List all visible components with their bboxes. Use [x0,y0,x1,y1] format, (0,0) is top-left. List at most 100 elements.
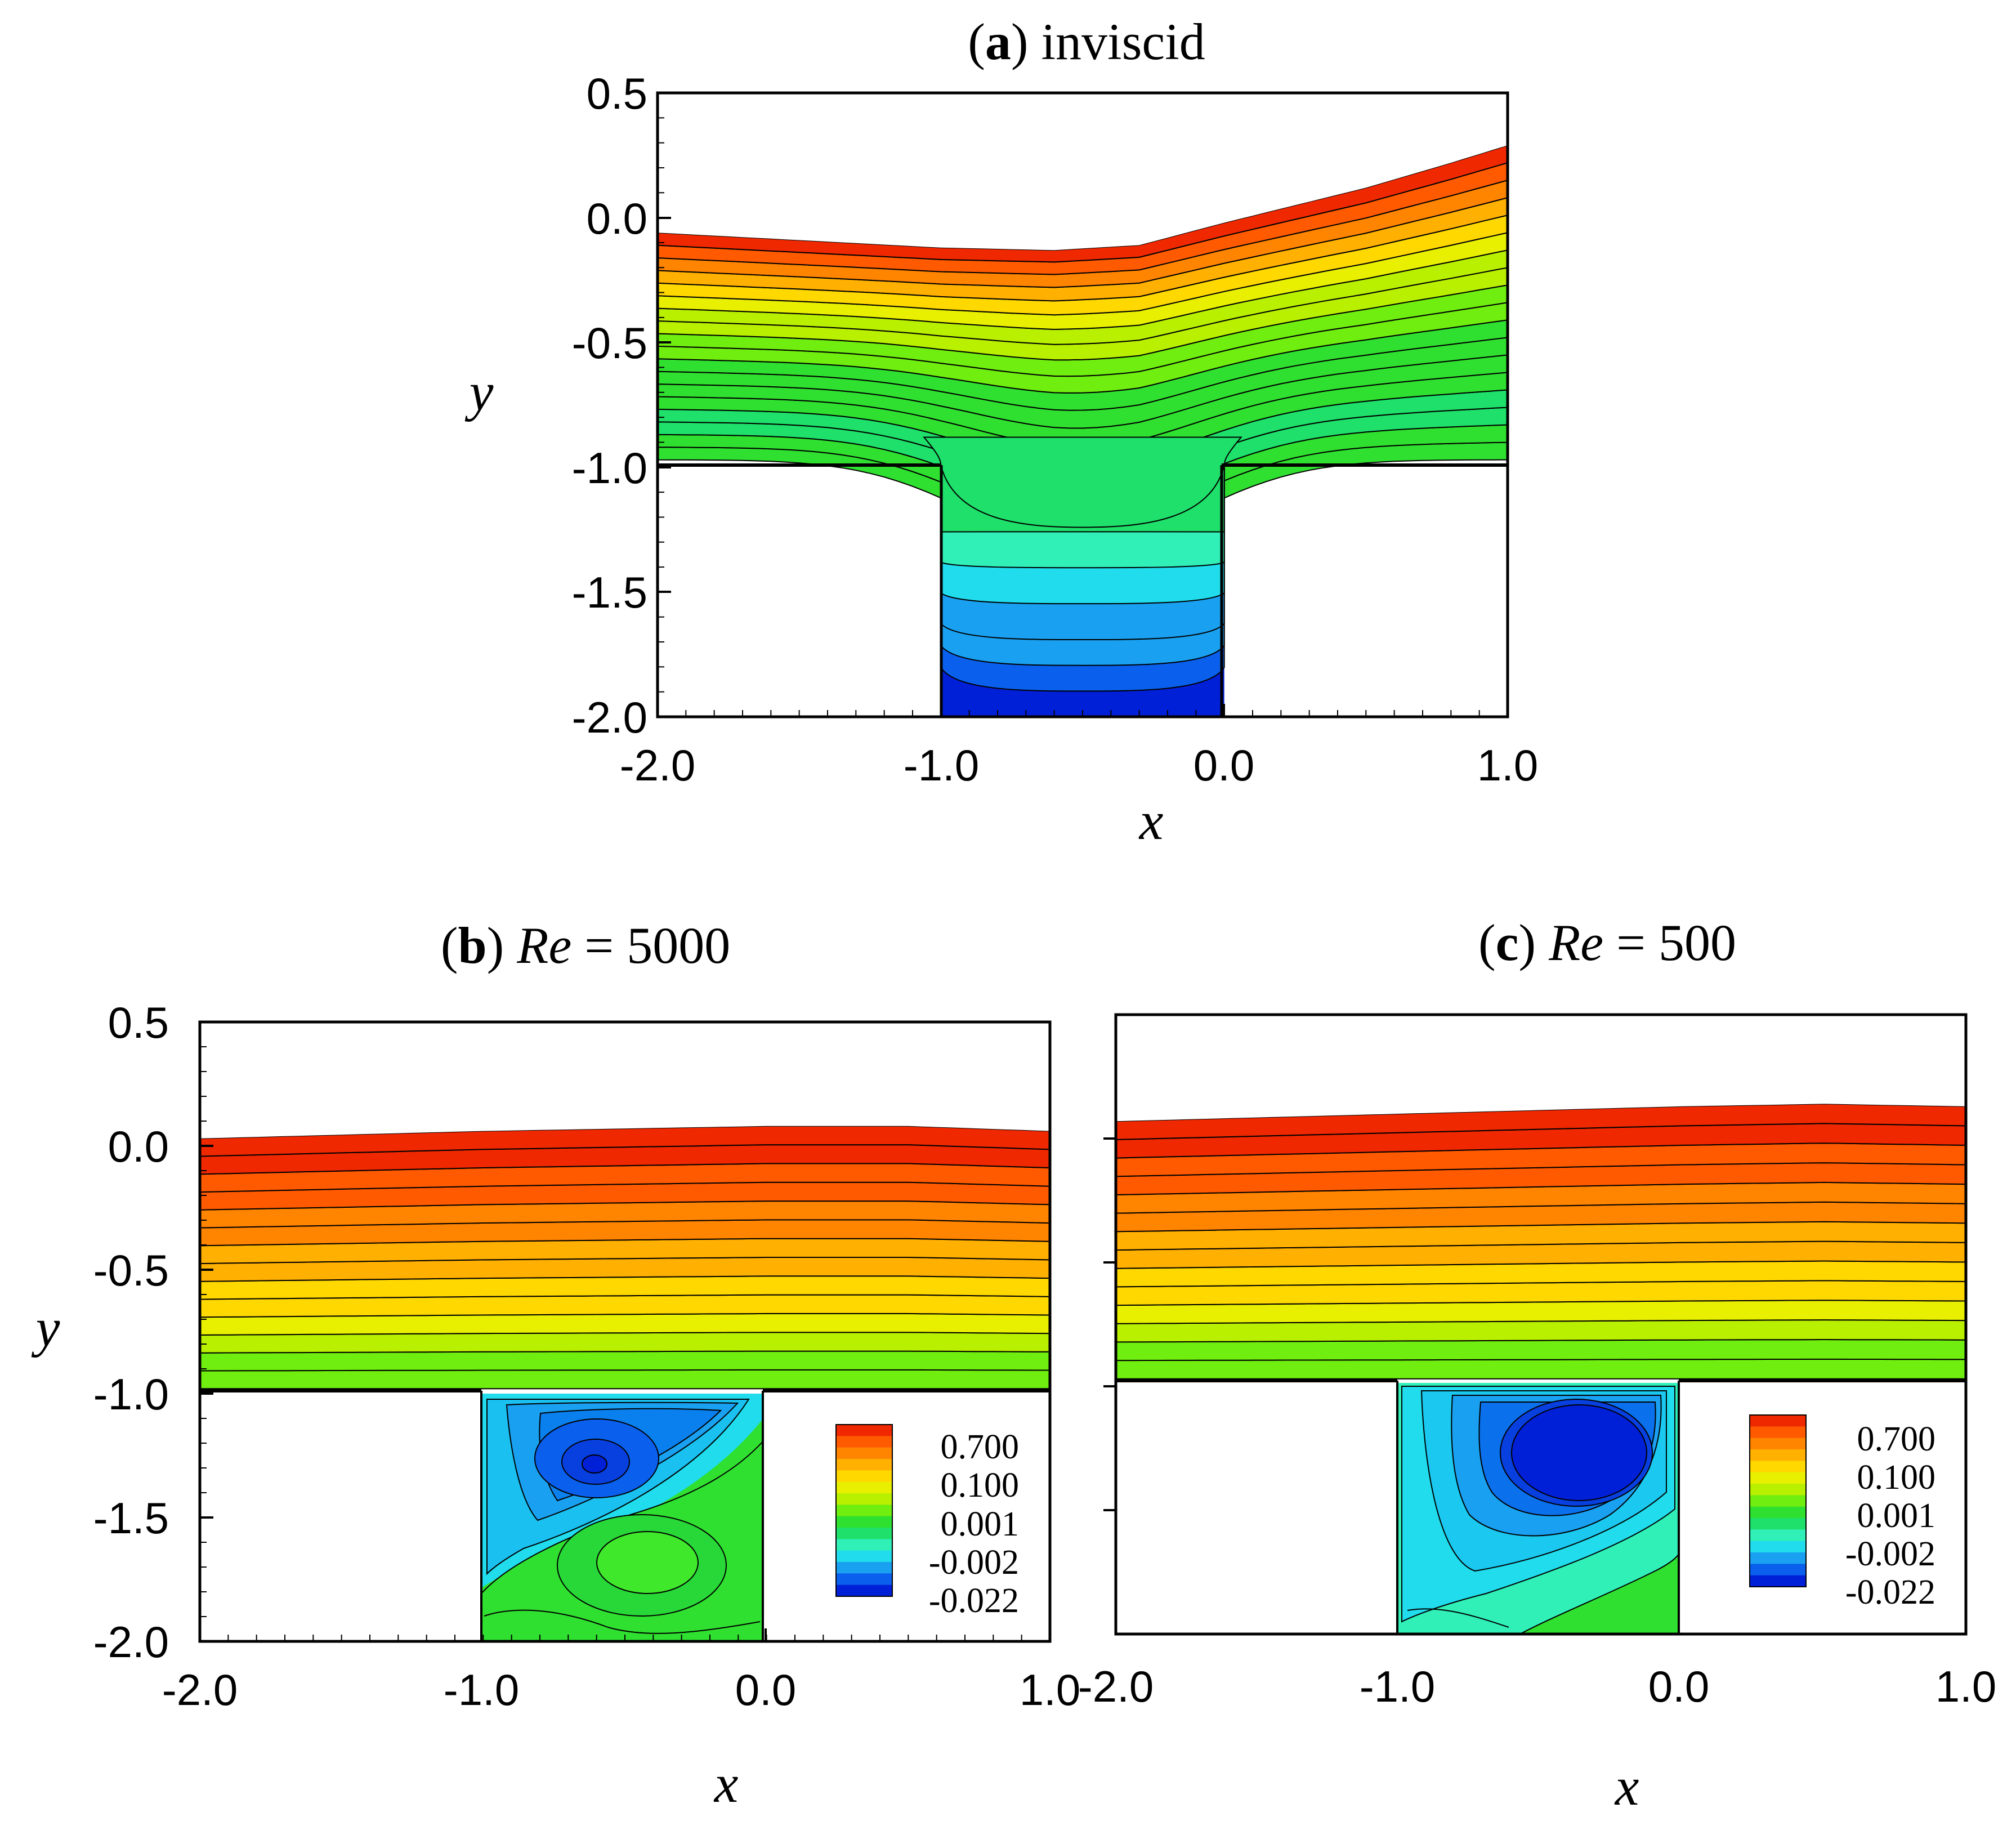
panel-a-xlabel: x [1138,791,1164,851]
legend-b-swatches [836,1425,892,1597]
panel-b-contour-band [200,1332,1050,1354]
legend-swatch [836,1562,892,1574]
panel-a-minor-ticks [658,117,1480,717]
panel-b-channel-bands [200,1022,1050,1390]
legend-c-label: 0.001 [1857,1497,1936,1535]
panel-c-contour-band [1116,1358,1966,1380]
panel-b-yticks: 0.5 0.0 -0.5 -1.0 -1.5 -2.0 [93,998,213,1667]
panel-a-xtick-label: 0.0 [1193,740,1254,790]
panel-b-xtick-label: 0.0 [735,1665,796,1715]
legend-c-label: 0.700 [1857,1420,1936,1458]
panel-b-title-label: b [458,917,486,974]
legend-swatch [836,1573,892,1586]
panel-b-ytick-label: 0.5 [108,998,169,1047]
legend-swatch [1750,1575,1806,1587]
legend-swatch [1750,1552,1806,1564]
legend-swatch [836,1493,892,1505]
panel-b-xtick-label: -2.0 [162,1665,238,1715]
panel-c-contour-band [1116,1103,1966,1140]
panel-a-ytick-label: -1.0 [572,443,647,493]
panel-c-xtick-label: 1.0 [1935,1662,1996,1711]
panel-b-ylabel: y [31,1297,60,1358]
panel-c-cavity-contour [1519,1552,1679,1634]
legend-b: 0.700 0.100 0.001 -0.002 -0.022 [835,1424,1019,1620]
legend-swatch [836,1505,892,1517]
panel-c-xlabel: x [1614,1756,1639,1816]
legend-c-label: -0.002 [1845,1535,1935,1573]
panel-a-ytick-label: 0.5 [587,69,647,118]
panel-b-ytick-label: -2.0 [93,1617,169,1667]
panel-c-xtick-label: -1.0 [1360,1662,1435,1711]
legend-c-label: 0.100 [1857,1458,1936,1497]
panel-c-xtick-label: -2.0 [1078,1662,1154,1711]
panel-a-cavity [923,436,1242,717]
legend-swatch [1750,1472,1806,1484]
panel-a-contour-band [658,145,1508,263]
panel-a-ytick-label: -1.5 [572,568,647,617]
legend-b-border [835,1424,893,1597]
panel-b-cavity-contour [596,1531,699,1594]
panel-a-xtick-label: 1.0 [1477,740,1538,790]
panel-b-plot [200,1022,1050,1641]
legend-swatch [1750,1415,1806,1427]
panel-b-contour-band [200,1313,1050,1336]
legend-swatch [836,1447,892,1459]
panel-c-xtick-label: 0.0 [1648,1662,1709,1711]
legend-c-label: -0.022 [1845,1573,1935,1612]
legend-c-swatches [1750,1415,1806,1587]
panel-a-title: (a) inviscid [968,13,1205,70]
panel-a: (a) inviscid 0.5 0.0 -0.5 -1.0 -1.5 -2.0 [464,13,1539,851]
panel-c-frame [1114,1013,1968,1636]
panel-c-air [1116,1015,1966,1122]
legend-swatch [836,1436,892,1448]
legend-swatch [1750,1449,1806,1461]
panel-b-title-re: Re [516,917,571,974]
panel-c-contour-band [1116,1338,1966,1362]
panel-b-xticks: -2.0 -1.0 0.0 1.0 [162,1628,1080,1715]
legend-swatch [836,1516,892,1528]
legend-swatch [1750,1529,1806,1542]
panel-c-channel-bands [1116,1015,1966,1380]
panel-a-ytick-label: -0.5 [572,318,647,368]
panel-b: (b) Re = 5000 [31,917,1081,1814]
panel-c: (c) Re = 500 [1078,914,1996,1816]
panel-a-ylabel: y [464,361,494,422]
legend-swatch [1750,1541,1806,1553]
legend-swatch [836,1550,892,1563]
panel-c-yticks [1103,1137,1116,1511]
panel-b-title-eq: = [584,917,614,974]
legend-swatch [836,1528,892,1539]
panel-b-ytick-label: -1.0 [93,1369,169,1419]
panel-b-ytick-label: 0.0 [108,1122,169,1171]
panel-c-title-value: 500 [1659,914,1736,971]
panel-c-cavity [1397,1383,1679,1634]
legend-swatch [1750,1518,1806,1530]
panel-b-ytick-label: -0.5 [93,1246,169,1295]
panel-c-title-eq: = [1616,914,1646,971]
panel-c-cavity-contour [1407,1608,1509,1628]
panel-b-contour-band [200,1125,1050,1157]
panel-b-title: (b) Re = 5000 [441,917,730,974]
panel-a-xtick-label: -1.0 [904,740,979,790]
panel-c-title-label: c [1496,914,1519,971]
legend-swatch [1750,1426,1806,1439]
panel-c-vortex-core [1511,1404,1647,1501]
panel-b-xtick-label: -1.0 [444,1665,519,1715]
panel-a-plot [658,93,1508,717]
panel-a-xtick-label: -2.0 [620,740,695,790]
legend-c-border [1749,1414,1807,1587]
panel-b-contour-band [200,1350,1050,1372]
panel-b-xlabel: x [713,1753,739,1814]
panel-b-vortex-core [582,1454,607,1474]
panel-b-xtick-label: 1.0 [1020,1665,1080,1715]
panel-a-title-text: inviscid [1041,13,1205,70]
panel-c-title: (c) Re = 500 [1478,914,1736,971]
panel-b-title-value: 5000 [627,917,730,974]
legend-swatch [836,1425,892,1436]
panel-b-cavity-contour [484,1609,761,1634]
legend-b-label: -0.002 [929,1543,1019,1582]
legend-swatch [1750,1506,1806,1519]
panel-a-title-label: a [985,13,1011,70]
panel-b-ytick-label: -1.5 [93,1493,169,1543]
